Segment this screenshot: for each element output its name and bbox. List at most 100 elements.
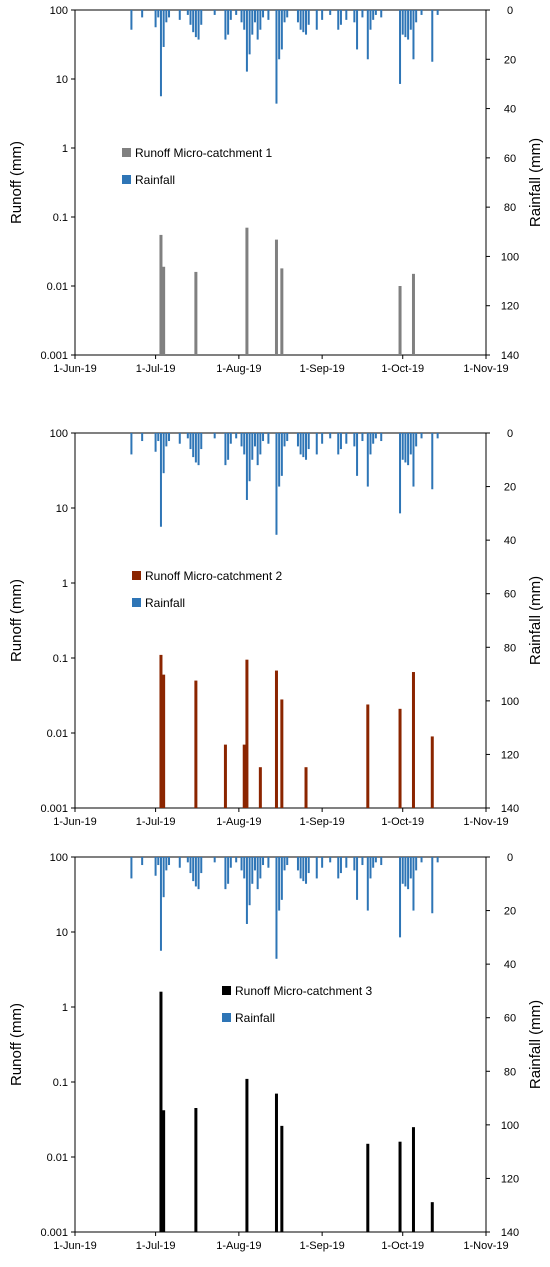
x-tick-label: 1-Jun-19	[53, 1240, 96, 1252]
runoff-bar	[159, 234, 163, 355]
rainfall-bar	[168, 857, 171, 866]
rainfall-bar	[229, 433, 232, 444]
rainfall-bar	[286, 433, 289, 442]
rainfall-bar	[409, 10, 412, 30]
rainfall-bar	[307, 10, 310, 25]
runoff-bar	[159, 654, 163, 808]
y2-tick-label: 100	[501, 1120, 519, 1132]
x-tick-label: 1-Jul-19	[136, 816, 176, 828]
y2-tick-label: 60	[504, 589, 516, 601]
rainfall-bar	[178, 433, 181, 444]
rainfall-bar	[407, 433, 410, 466]
rainfall-bar	[162, 10, 165, 47]
rainfall-bar	[235, 10, 238, 15]
rainfall-bar	[369, 10, 372, 30]
rainfall-bar	[248, 10, 251, 55]
rainfall-bar	[374, 10, 377, 15]
rainfall-bar	[436, 10, 439, 15]
runoff-bar	[398, 286, 402, 355]
y2-tick-label: 40	[504, 535, 516, 547]
y-axis-title: Runoff (mm)	[8, 141, 25, 224]
rainfall-bar	[436, 433, 439, 439]
y2-axis-title: Rainfall (mm)	[527, 576, 544, 665]
rainfall-bar	[299, 857, 302, 879]
runoff-bar	[430, 1202, 434, 1232]
runoff-bar	[366, 1143, 370, 1232]
y-tick-label: 1	[62, 143, 68, 155]
rainfall-bar	[353, 857, 356, 871]
y2-tick-label: 20	[504, 906, 516, 918]
y2-tick-label: 40	[504, 104, 516, 116]
rainfall-bar	[267, 433, 270, 444]
chart-panel-3: 0.001 0.01 0.1 1 10 100 0 20 40 60 80 100 120 140 1-Ju…	[0, 845, 550, 1265]
rainfall-bar	[267, 857, 270, 868]
rainfall-bar	[278, 857, 281, 911]
x-tick-label: 1-Sep-19	[300, 816, 345, 828]
y2-tick-label: 40	[504, 959, 516, 971]
y2-tick-label: 0	[507, 428, 513, 440]
rainfall-bar	[401, 10, 404, 35]
y-tick-label: 10	[56, 74, 68, 86]
rainfall-bar	[192, 10, 195, 33]
rainfall-bar	[227, 857, 230, 884]
rainfall-bar	[224, 857, 227, 890]
rainfall-bar	[165, 10, 168, 23]
rainfall-bar	[431, 433, 434, 490]
rainfall-bar	[353, 433, 356, 447]
rainfall-bar	[159, 857, 162, 951]
rainfall-bar	[141, 433, 144, 442]
rainfall-bar	[415, 10, 418, 23]
rainfall-bar	[345, 857, 348, 868]
rainfall-bar	[345, 433, 348, 444]
rainfall-bar	[275, 857, 278, 959]
y-axis-title: Runoff (mm)	[8, 1003, 25, 1086]
rainfall-bar	[337, 857, 340, 879]
rainfall-bar	[329, 10, 332, 15]
x-tick-label: 1-Sep-19	[300, 1240, 345, 1252]
runoff-bar	[274, 239, 278, 355]
rainfall-bar	[302, 433, 305, 458]
rainfall-bar	[321, 10, 324, 20]
rainfall-bar	[165, 433, 168, 447]
rainfall-bar	[286, 10, 289, 18]
chart-3-svg: 0.001 0.01 0.1 1 10 100 0 20 40 60 80 100 120 140 1-Ju…	[8, 852, 544, 1252]
rainfall-bar	[366, 433, 369, 487]
x-tick-label: 1-Oct-19	[381, 816, 424, 828]
legend-swatch-rainfall	[122, 175, 131, 184]
legend-label-runoff: Runoff Micro-catchment 1	[135, 146, 272, 160]
legend-label-runoff: Runoff Micro-catchment 2	[145, 569, 282, 583]
rainfall-bar	[256, 857, 259, 890]
rainfall-bar	[296, 10, 299, 23]
rainfall-bar	[315, 433, 318, 455]
rainfall-bar	[240, 857, 243, 871]
y-tick-label: 100	[50, 428, 68, 440]
runoff-bar	[194, 680, 198, 808]
rainfall-bar	[275, 10, 278, 104]
rainfall-bar	[253, 433, 256, 447]
rainfall-bar	[189, 857, 192, 874]
rainfall-bar	[243, 433, 246, 455]
rainfall-bar	[251, 10, 254, 35]
rainfall-bar	[420, 857, 423, 863]
rainfall-bar	[283, 857, 286, 871]
rainfall-bar	[369, 433, 372, 455]
rainfall-bar	[283, 433, 286, 447]
rainfall-bar	[186, 433, 189, 439]
rainfall-bar	[162, 857, 165, 898]
runoff-bar	[274, 670, 278, 808]
x-tick-label: 1-Aug-19	[216, 816, 261, 828]
y-tick-label: 0.01	[47, 281, 68, 293]
legend-swatch-runoff	[122, 148, 131, 157]
runoff-bar	[245, 1078, 249, 1232]
x-tick-label: 1-Aug-19	[216, 363, 261, 375]
y2-tick-label: 0	[507, 5, 513, 17]
rainfall-bar	[192, 433, 195, 458]
rainfall-bar	[305, 433, 308, 460]
rainfall-bar	[229, 857, 232, 868]
rainfall-bar	[280, 857, 283, 900]
runoff-bar	[245, 227, 249, 355]
chart-1-svg: 0.001 0.01 0.1 1 10 100 0 20 40 60 80 100 120 140 1-Ju…	[8, 5, 544, 375]
runoff-bar	[398, 708, 402, 808]
y-tick-label: 10	[56, 503, 68, 515]
rainfall-bar	[159, 433, 162, 527]
